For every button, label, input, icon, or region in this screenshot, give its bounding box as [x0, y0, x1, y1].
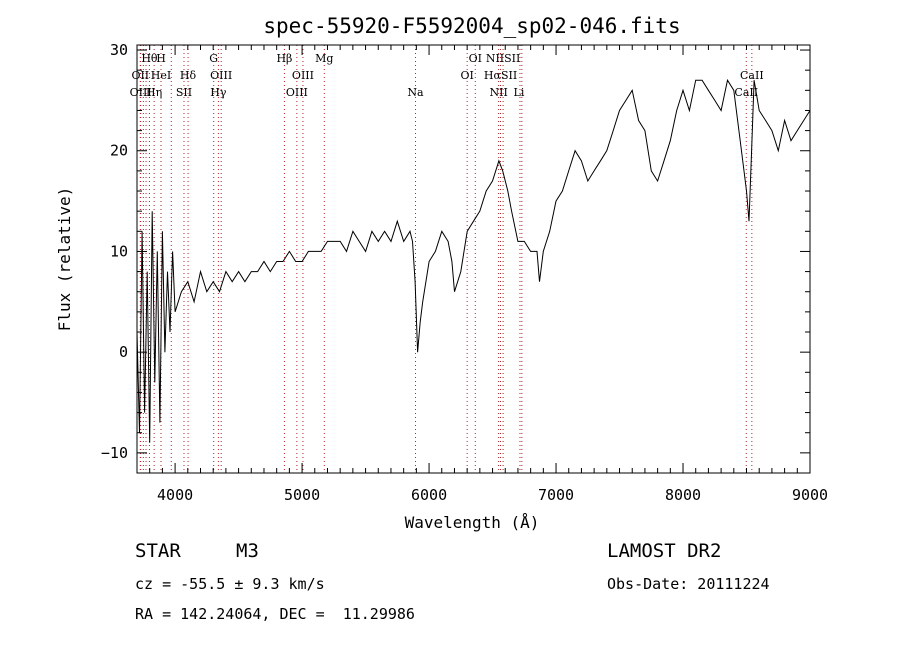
line-label: Mg [315, 52, 333, 65]
line-label: OIII [130, 86, 152, 99]
line-label: Li [514, 86, 525, 99]
line-label: Hδ [180, 69, 197, 82]
line-label: OIII [286, 86, 308, 99]
axis-ticks [136, 45, 811, 474]
line-label: OI [460, 69, 473, 82]
y-tick-label: −10 [101, 444, 128, 462]
line-label: Na [407, 86, 424, 99]
spectrum-series [136, 78, 811, 443]
line-label: SII [176, 86, 192, 99]
y-tick-label: 20 [110, 142, 128, 160]
line-label: OI [469, 52, 482, 65]
line-label: Hβ [276, 52, 292, 65]
line-label: HeI [151, 69, 171, 82]
object-class: STAR [135, 540, 181, 562]
x-tick-label: 5000 [284, 486, 320, 504]
line-label: H [156, 52, 166, 65]
y-tick-label: 30 [110, 41, 128, 59]
line-label: OIII [210, 69, 232, 82]
line-label: OII [131, 69, 149, 82]
x-tick-label: 8000 [665, 486, 701, 504]
x-tick-label: 4000 [157, 486, 193, 504]
object-subclass: M3 [236, 540, 259, 562]
line-label: NIISII [486, 52, 521, 65]
x-tick-label: 6000 [411, 486, 447, 504]
obs-date-text: Obs-Date: 20111224 [607, 575, 770, 593]
line-label: G [209, 52, 218, 65]
x-tick-label: 7000 [538, 486, 574, 504]
y-axis-title: Flux (relative) [55, 187, 74, 332]
redshift-text: cz = -55.5 ± 9.3 km/s [135, 575, 325, 593]
line-label: OIII [292, 69, 314, 82]
line-label: Hθ [141, 52, 158, 65]
line-label: CaII [740, 69, 764, 82]
survey-name: LAMOST DR2 [607, 540, 722, 562]
chart-title: spec-55920-F5592004_sp02-046.fits [263, 14, 680, 38]
line-label: HαSII [484, 69, 517, 82]
line-label: Hη [146, 86, 162, 99]
line-label: NII [489, 86, 507, 99]
line-label: CaII [734, 86, 758, 99]
y-tick-label: 0 [119, 343, 128, 361]
y-tick-labels: −10 0 10 20 30 [101, 41, 128, 462]
line-markers [139, 45, 753, 473]
x-tick-label: 9000 [792, 486, 828, 504]
plot-frame [136, 44, 811, 474]
line-label: Hγ [210, 86, 227, 99]
coordinates-text: RA = 142.24064, DEC = 11.29986 [135, 605, 415, 623]
y-tick-label: 10 [110, 242, 128, 260]
x-axis-title: Wavelength (Å) [405, 513, 540, 532]
x-tick-labels: 4000 5000 6000 7000 8000 9000 [157, 486, 828, 504]
